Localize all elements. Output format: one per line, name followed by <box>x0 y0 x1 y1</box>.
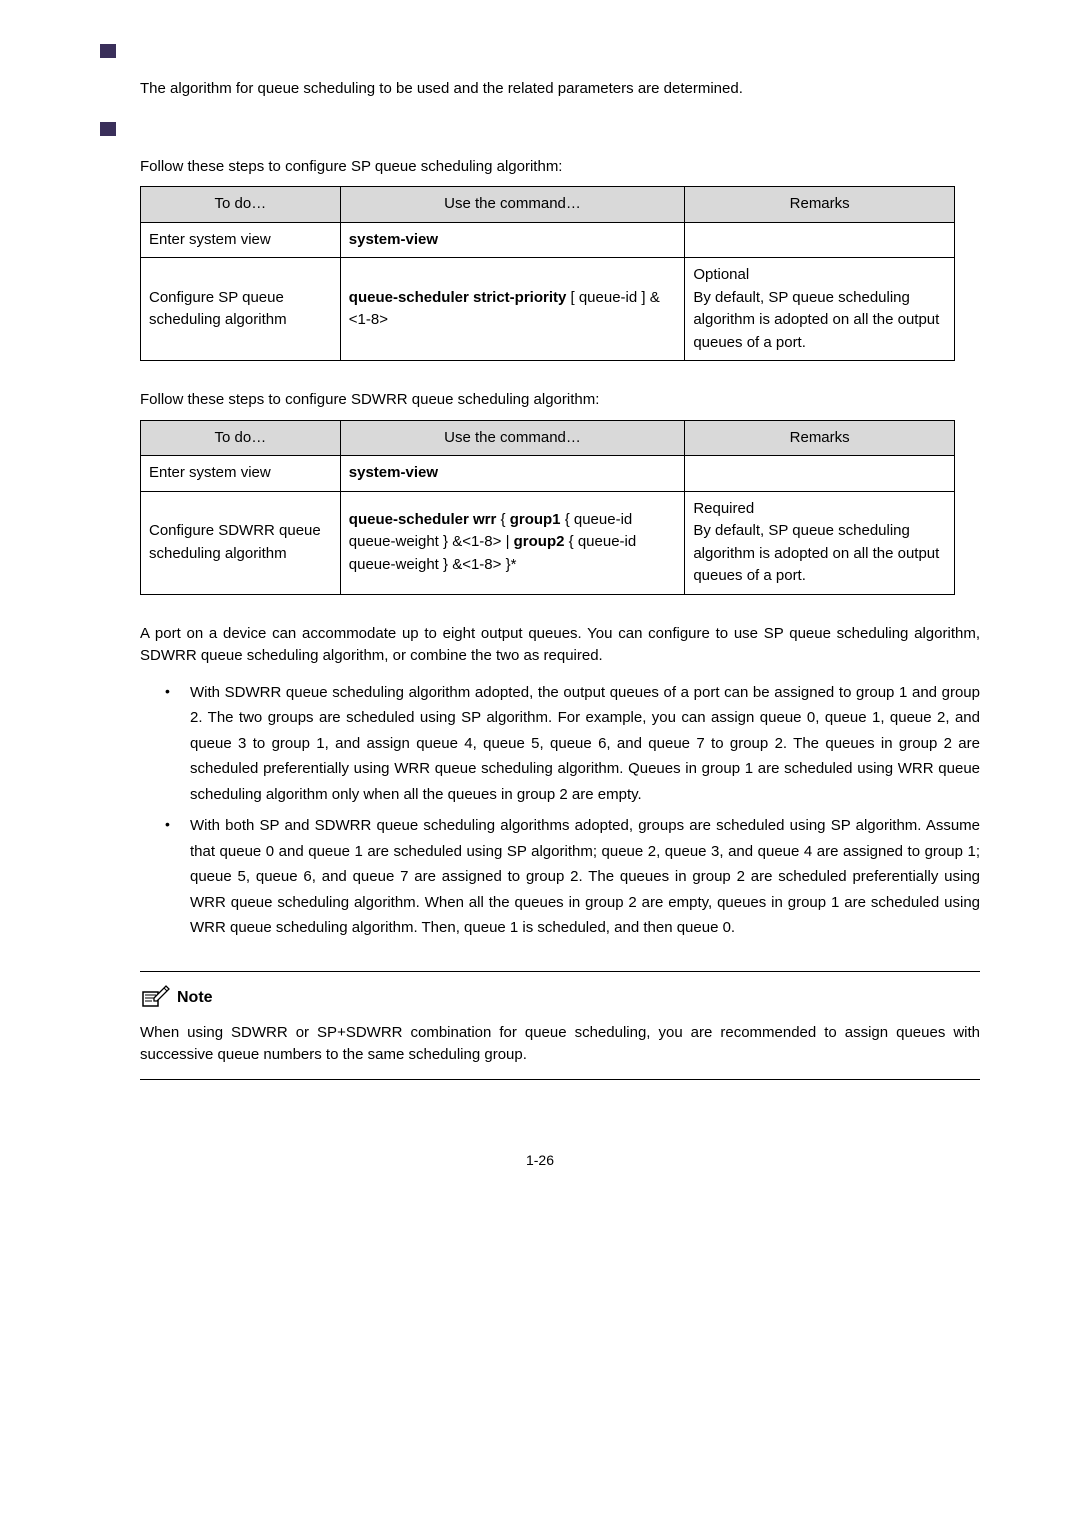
note-header: Note <box>140 984 980 1010</box>
section-marker-1 <box>100 40 980 63</box>
sp-table-r2c1: Configure SP queue scheduling algorithm <box>141 258 341 361</box>
note-section: Note When using SDWRR or SP+SDWRR combin… <box>140 971 980 1080</box>
sdwrr-table-header-1: To do… <box>141 420 341 456</box>
sp-cmd-1: system-view <box>349 231 438 248</box>
sdwrr-table-r1c2: system-view <box>340 456 685 492</box>
sp-table-r1c1: Enter system view <box>141 222 341 258</box>
sdwrr-table-r2c1: Configure SDWRR queue scheduling algorit… <box>141 491 341 594</box>
sdwrr-table-header-2: Use the command… <box>340 420 685 456</box>
sdwrr-table-header-3: Remarks <box>685 420 955 456</box>
sdwrr-cmd-2c: group2 <box>514 533 565 550</box>
sdwrr-steps-text: Follow these steps to configure SDWRR qu… <box>140 389 980 412</box>
bullet-list: With SDWRR queue scheduling algorithm ad… <box>160 680 980 941</box>
sp-table-r1c2: system-view <box>340 222 685 258</box>
sdwrr-cmd-2a: queue-scheduler wrr <box>349 511 497 528</box>
sdwrr-table-r1c3 <box>685 456 955 492</box>
section-marker-2 <box>100 118 980 141</box>
sp-table-r1c3 <box>685 222 955 258</box>
intro-paragraph: The algorithm for queue scheduling to be… <box>140 78 980 101</box>
sp-steps-text: Follow these steps to configure SP queue… <box>140 156 980 179</box>
sp-table: To do… Use the command… Remarks Enter sy… <box>140 186 955 361</box>
note-text: When using SDWRR or SP+SDWRR combination… <box>140 1022 980 1067</box>
note-icon <box>140 984 172 1010</box>
note-title: Note <box>177 986 213 1010</box>
sp-table-r2c3: OptionalBy default, SP queue scheduling … <box>685 258 955 361</box>
page-number: 1-26 <box>100 1150 980 1171</box>
sdwrr-table-r2c3: RequiredBy default, SP queue scheduling … <box>685 491 955 594</box>
sp-table-header-2: Use the command… <box>340 187 685 223</box>
sdwrr-table: To do… Use the command… Remarks Enter sy… <box>140 420 955 595</box>
sdwrr-table-r1c1: Enter system view <box>141 456 341 492</box>
sdwrr-table-r2c2: queue-scheduler wrr { group1 { queue-id … <box>340 491 685 594</box>
bullet-item-2: With both SP and SDWRR queue scheduling … <box>160 813 980 941</box>
sdwrr-cmd-2b: group1 <box>510 511 561 528</box>
sp-table-header-1: To do… <box>141 187 341 223</box>
sp-table-header-3: Remarks <box>685 187 955 223</box>
sp-table-r2c2: queue-scheduler strict-priority [ queue-… <box>340 258 685 361</box>
sdwrr-cmd-1: system-view <box>349 464 438 481</box>
sp-cmd-2a: queue-scheduler strict-priority <box>349 289 567 306</box>
body-paragraph: A port on a device can accommodate up to… <box>140 623 980 668</box>
bullet-item-1: With SDWRR queue scheduling algorithm ad… <box>160 680 980 808</box>
